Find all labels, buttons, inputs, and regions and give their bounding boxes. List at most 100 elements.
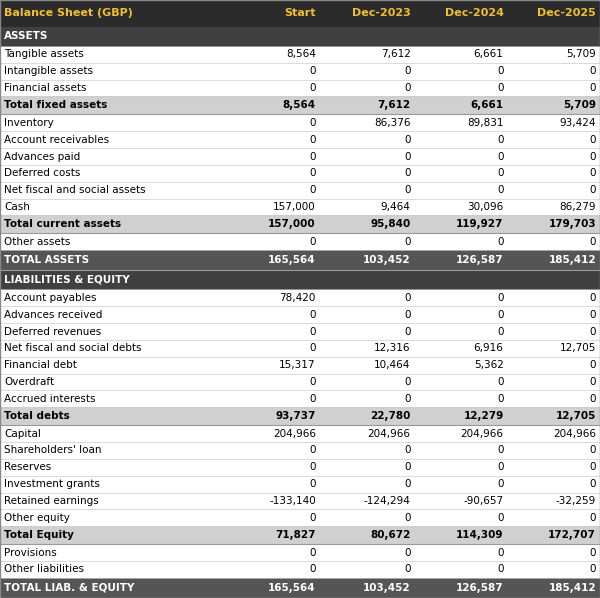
Text: 119,927: 119,927 <box>456 219 503 230</box>
Text: 22,780: 22,780 <box>370 411 410 421</box>
Text: 0: 0 <box>310 548 316 557</box>
Text: 0: 0 <box>310 135 316 145</box>
Text: 9,464: 9,464 <box>381 202 410 212</box>
Text: Overdraft: Overdraft <box>4 377 54 387</box>
Text: 0: 0 <box>310 310 316 320</box>
Text: 0: 0 <box>589 565 596 575</box>
Text: 0: 0 <box>404 565 410 575</box>
Text: 6,916: 6,916 <box>474 343 503 353</box>
Text: 5,362: 5,362 <box>474 360 503 370</box>
Bar <box>0 114 600 132</box>
Text: 0: 0 <box>310 66 316 76</box>
Text: 0: 0 <box>404 66 410 76</box>
Text: Dec-2024: Dec-2024 <box>445 8 503 19</box>
Text: Intangible assets: Intangible assets <box>4 66 93 76</box>
Bar <box>0 323 600 340</box>
Text: 126,587: 126,587 <box>456 583 503 593</box>
Text: Cash: Cash <box>4 202 30 212</box>
Text: 114,309: 114,309 <box>456 530 503 540</box>
Text: 204,966: 204,966 <box>553 429 596 439</box>
Text: Retained earnings: Retained earnings <box>4 496 99 506</box>
Text: Advances received: Advances received <box>4 310 103 320</box>
Text: LIABILITIES & EQUITY: LIABILITIES & EQUITY <box>4 275 130 285</box>
Text: 103,452: 103,452 <box>363 255 410 266</box>
Bar <box>0 578 600 598</box>
Bar <box>0 493 600 509</box>
Text: Start: Start <box>284 8 316 19</box>
Text: 0: 0 <box>589 237 596 247</box>
Bar <box>0 526 600 544</box>
Text: 71,827: 71,827 <box>275 530 316 540</box>
Text: 0: 0 <box>497 394 503 404</box>
Text: 0: 0 <box>310 151 316 161</box>
Text: 0: 0 <box>310 479 316 489</box>
Bar <box>0 250 600 270</box>
Text: 103,452: 103,452 <box>363 583 410 593</box>
Text: 78,420: 78,420 <box>280 293 316 303</box>
Text: Balance Sheet (GBP): Balance Sheet (GBP) <box>4 8 133 19</box>
Text: 165,564: 165,564 <box>268 255 316 266</box>
Text: 0: 0 <box>310 446 316 456</box>
Bar <box>0 289 600 306</box>
Bar <box>0 46 600 63</box>
Bar <box>0 63 600 80</box>
Bar <box>0 561 600 578</box>
Text: 80,672: 80,672 <box>370 530 410 540</box>
Text: 8,564: 8,564 <box>286 50 316 59</box>
Bar <box>0 442 600 459</box>
Text: 0: 0 <box>310 118 316 128</box>
Text: 0: 0 <box>310 327 316 337</box>
Text: 0: 0 <box>589 512 596 523</box>
Text: 0: 0 <box>497 237 503 247</box>
Bar <box>0 233 600 250</box>
Text: Shareholders' loan: Shareholders' loan <box>4 446 101 456</box>
Text: 0: 0 <box>497 565 503 575</box>
Bar <box>0 509 600 526</box>
Text: 0: 0 <box>404 548 410 557</box>
Text: 15,317: 15,317 <box>280 360 316 370</box>
Bar <box>0 199 600 215</box>
Text: Financial debt: Financial debt <box>4 360 77 370</box>
Text: 0: 0 <box>589 293 596 303</box>
Text: 0: 0 <box>310 394 316 404</box>
Text: 0: 0 <box>497 83 503 93</box>
Text: 12,705: 12,705 <box>556 411 596 421</box>
Text: 0: 0 <box>497 377 503 387</box>
Text: -90,657: -90,657 <box>463 496 503 506</box>
Bar <box>0 132 600 148</box>
Text: Advances paid: Advances paid <box>4 151 80 161</box>
Text: 0: 0 <box>404 83 410 93</box>
Text: TOTAL LIAB. & EQUITY: TOTAL LIAB. & EQUITY <box>4 583 134 593</box>
Text: Dec-2023: Dec-2023 <box>352 8 410 19</box>
Bar <box>0 165 600 182</box>
Text: 0: 0 <box>497 185 503 195</box>
Text: Total Equity: Total Equity <box>4 530 74 540</box>
Text: 93,737: 93,737 <box>275 411 316 421</box>
Text: 0: 0 <box>497 151 503 161</box>
Bar <box>0 390 600 407</box>
Text: 0: 0 <box>589 548 596 557</box>
Text: 0: 0 <box>589 169 596 178</box>
Bar <box>0 407 600 425</box>
Text: Deferred costs: Deferred costs <box>4 169 80 178</box>
Text: Dec-2025: Dec-2025 <box>537 8 596 19</box>
Text: 0: 0 <box>497 135 503 145</box>
Text: -32,259: -32,259 <box>556 496 596 506</box>
Bar <box>0 544 600 561</box>
Text: 0: 0 <box>310 185 316 195</box>
Text: 0: 0 <box>404 512 410 523</box>
Text: 86,279: 86,279 <box>560 202 596 212</box>
Text: 0: 0 <box>404 135 410 145</box>
Text: Net fiscal and social debts: Net fiscal and social debts <box>4 343 142 353</box>
Text: 204,966: 204,966 <box>461 429 503 439</box>
Text: TOTAL ASSETS: TOTAL ASSETS <box>4 255 89 266</box>
Text: 6,661: 6,661 <box>470 100 503 111</box>
Text: 5,709: 5,709 <box>563 100 596 111</box>
Text: 126,587: 126,587 <box>456 255 503 266</box>
Text: 0: 0 <box>497 327 503 337</box>
Text: Other equity: Other equity <box>4 512 70 523</box>
Text: 5,709: 5,709 <box>566 50 596 59</box>
Text: Total debts: Total debts <box>4 411 70 421</box>
Bar <box>0 374 600 390</box>
Text: 204,966: 204,966 <box>368 429 410 439</box>
